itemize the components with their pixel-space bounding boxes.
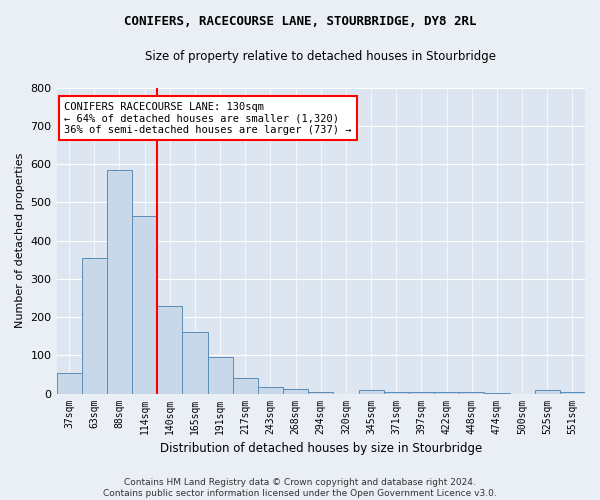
Bar: [233, 378, 258, 394]
Bar: [107, 170, 132, 394]
Bar: [434, 392, 459, 394]
Bar: [56, 372, 82, 394]
Bar: [459, 392, 484, 394]
Y-axis label: Number of detached properties: Number of detached properties: [15, 153, 25, 328]
Bar: [82, 258, 107, 394]
Title: Size of property relative to detached houses in Stourbridge: Size of property relative to detached ho…: [145, 50, 496, 63]
Bar: [535, 390, 560, 394]
Bar: [132, 216, 157, 394]
Bar: [258, 386, 283, 394]
Bar: [383, 392, 409, 394]
Bar: [182, 332, 208, 394]
Bar: [208, 357, 233, 394]
Bar: [560, 392, 585, 394]
Text: CONIFERS, RACECOURSE LANE, STOURBRIDGE, DY8 2RL: CONIFERS, RACECOURSE LANE, STOURBRIDGE, …: [124, 15, 476, 28]
Bar: [308, 392, 334, 394]
Bar: [484, 393, 509, 394]
Bar: [409, 392, 434, 394]
Bar: [157, 306, 182, 394]
Text: CONIFERS RACECOURSE LANE: 130sqm
← 64% of detached houses are smaller (1,320)
36: CONIFERS RACECOURSE LANE: 130sqm ← 64% o…: [64, 102, 352, 134]
Bar: [359, 390, 383, 394]
Text: Contains HM Land Registry data © Crown copyright and database right 2024.
Contai: Contains HM Land Registry data © Crown c…: [103, 478, 497, 498]
Bar: [283, 388, 308, 394]
X-axis label: Distribution of detached houses by size in Stourbridge: Distribution of detached houses by size …: [160, 442, 482, 455]
